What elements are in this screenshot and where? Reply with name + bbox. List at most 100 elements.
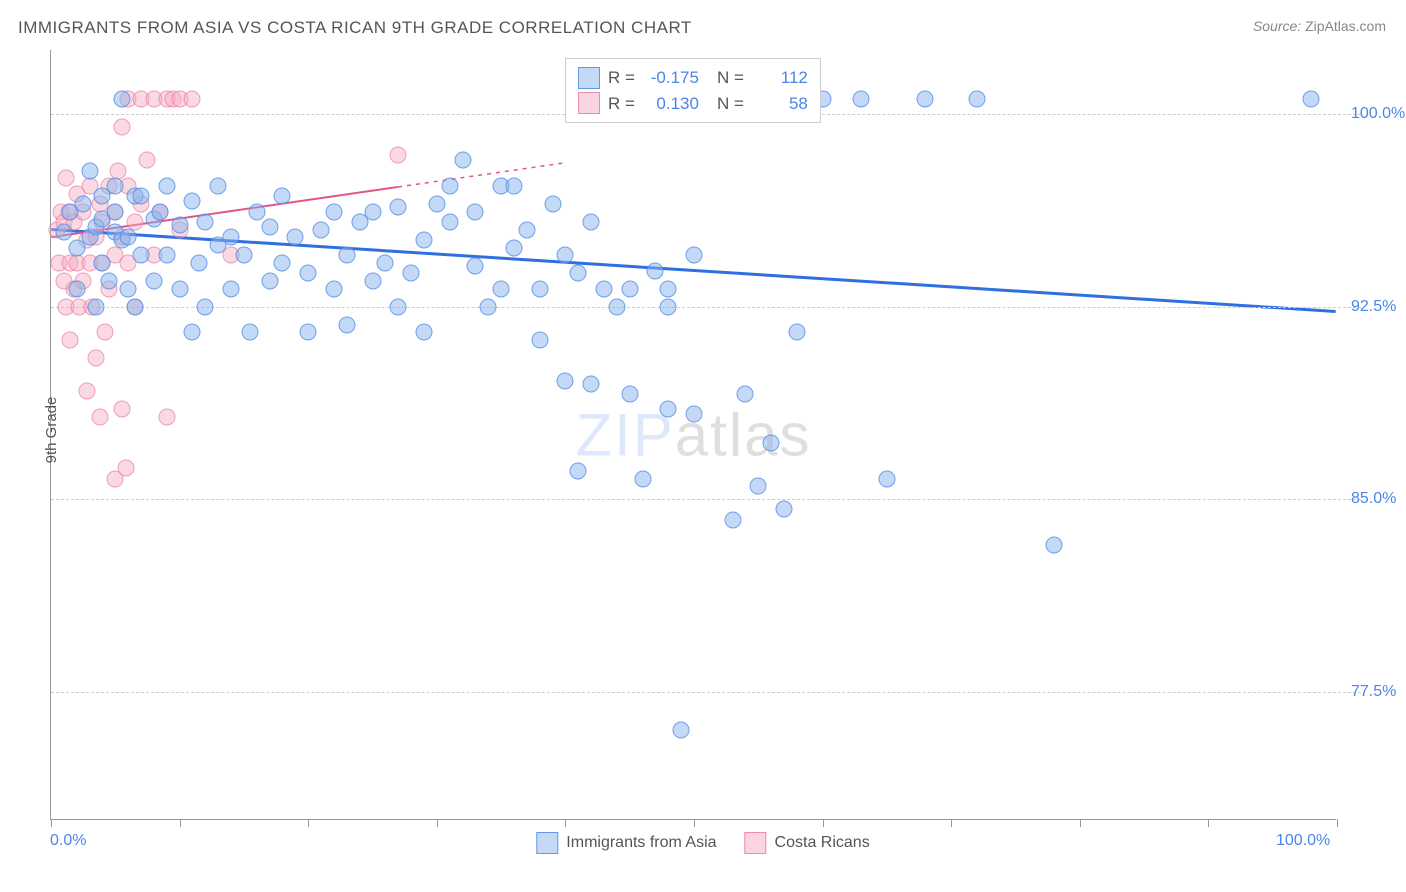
scatter-point-a [338,247,355,264]
scatter-point-a [184,324,201,341]
legend-r-value: -0.175 [643,65,699,91]
legend-n-value: 112 [752,65,808,91]
chart-container: IMMIGRANTS FROM ASIA VS COSTA RICAN 9TH … [0,0,1406,892]
scatter-point-b [91,409,108,426]
xtick-label: 0.0% [50,832,86,850]
correlation-legend-row: R = 0.130N = 58 [578,91,808,117]
scatter-point-a [300,265,317,282]
scatter-point-a [570,265,587,282]
xtick [565,819,566,827]
scatter-point-a [107,178,124,195]
scatter-point-a [467,203,484,220]
scatter-point-a [158,178,175,195]
scatter-point-a [621,280,638,297]
ytick-label: 92.5% [1351,298,1396,316]
legend-swatch [578,92,600,114]
scatter-point-a [113,90,130,107]
scatter-point-a [557,247,574,264]
scatter-point-a [210,178,227,195]
correlation-legend-row: R =-0.175N =112 [578,65,808,91]
source-label: Source: [1253,18,1301,34]
scatter-point-b [158,409,175,426]
scatter-point-a [480,298,497,315]
scatter-point-a [415,324,432,341]
legend-r-label: R = [608,65,635,91]
scatter-point-a [325,280,342,297]
scatter-point-a [673,722,690,739]
legend-n-value: 58 [752,91,808,117]
gridline-h [51,307,1361,308]
scatter-point-a [197,298,214,315]
scatter-point-a [415,231,432,248]
scatter-point-a [390,198,407,215]
scatter-point-a [441,213,458,230]
scatter-point-a [583,375,600,392]
scatter-point-a [55,224,72,241]
scatter-point-a [917,90,934,107]
scatter-point-a [595,280,612,297]
series-legend-item: Costa Ricans [745,832,870,854]
scatter-point-a [88,298,105,315]
plot-area: ZIPatlas 77.5%85.0%92.5%100.0% [50,50,1336,820]
scatter-point-a [274,255,291,272]
scatter-point-a [608,298,625,315]
trend-line-b-dashed [398,163,565,187]
scatter-point-a [544,196,561,213]
scatter-point-a [338,316,355,333]
scatter-point-a [660,298,677,315]
scatter-point-a [75,196,92,213]
scatter-point-a [223,280,240,297]
scatter-point-b [113,401,130,418]
scatter-point-a [158,247,175,264]
scatter-point-a [518,221,535,238]
scatter-point-a [133,188,150,205]
scatter-point-b [109,162,126,179]
scatter-point-a [737,385,754,402]
gridline-h [51,499,1361,500]
scatter-point-a [133,247,150,264]
xtick [694,819,695,827]
xtick [1208,819,1209,827]
scatter-point-b [97,324,114,341]
scatter-point-a [531,280,548,297]
scatter-point-a [557,373,574,390]
xtick [51,819,52,827]
scatter-point-a [493,280,510,297]
scatter-point-a [390,298,407,315]
scatter-point-a [171,216,188,233]
scatter-point-b [88,350,105,367]
scatter-point-a [235,247,252,264]
scatter-point-a [171,280,188,297]
scatter-point-a [274,188,291,205]
scatter-point-b [113,119,130,136]
series-legend-label: Costa Ricans [775,834,870,852]
scatter-point-a [242,324,259,341]
scatter-point-a [287,229,304,246]
xtick [1337,819,1338,827]
xtick [951,819,952,827]
scatter-point-a [120,280,137,297]
legend-r-label: R = [608,91,635,117]
scatter-point-b [390,147,407,164]
series-legend: Immigrants from Asia Costa Ricans [536,832,869,854]
scatter-point-a [878,470,895,487]
scatter-point-a [660,280,677,297]
scatter-point-a [377,255,394,272]
scatter-point-a [197,213,214,230]
series-legend-item: Immigrants from Asia [536,832,716,854]
scatter-point-a [300,324,317,341]
ytick-label: 100.0% [1351,105,1405,123]
scatter-point-a [145,273,162,290]
scatter-point-a [505,178,522,195]
xtick-label: 100.0% [1276,832,1330,850]
scatter-point-b [117,460,134,477]
scatter-point-a [428,196,445,213]
xtick [308,819,309,827]
scatter-point-a [1303,90,1320,107]
scatter-point-a [750,478,767,495]
legend-swatch [578,67,600,89]
xtick [437,819,438,827]
scatter-point-a [364,203,381,220]
scatter-point-a [152,203,169,220]
scatter-point-a [190,255,207,272]
